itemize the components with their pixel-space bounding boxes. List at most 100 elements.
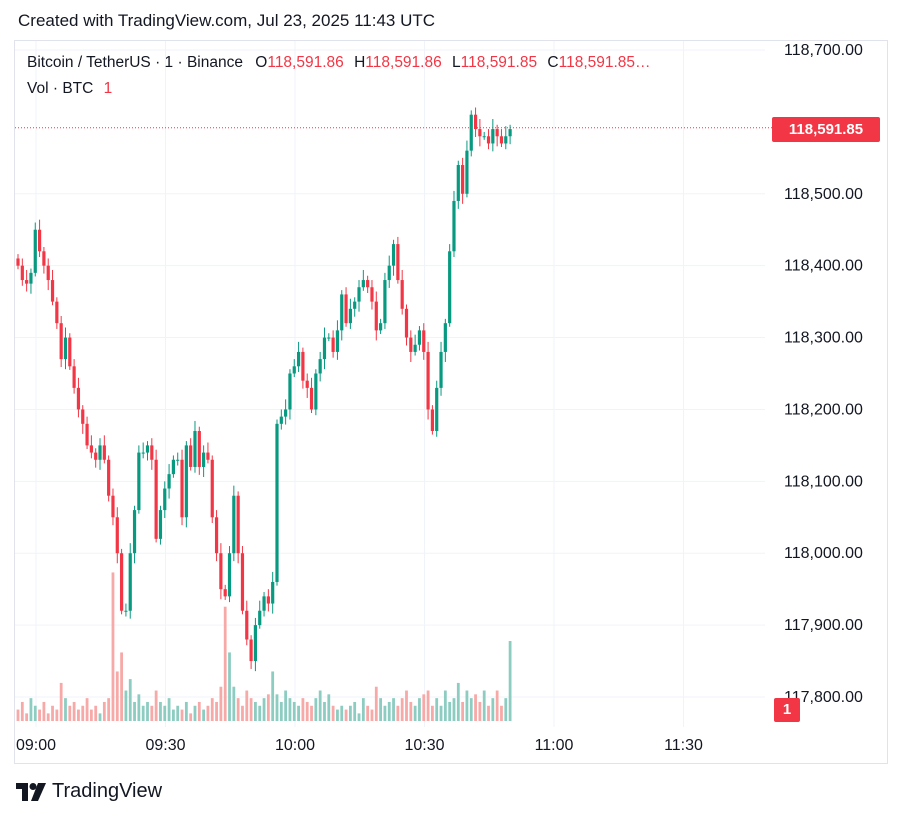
last-volume-tag: 1 bbox=[774, 698, 800, 722]
candle-body bbox=[210, 459, 214, 518]
volume-bar bbox=[336, 709, 339, 721]
candle-body bbox=[240, 553, 245, 611]
price-tick-label: 118,300.00 bbox=[784, 330, 863, 347]
time-tick-label: 11:30 bbox=[664, 737, 703, 754]
time-tick-label: 11:00 bbox=[535, 737, 574, 754]
time-tick-label: 09:00 bbox=[16, 737, 56, 754]
close-value: 118,591.85… bbox=[558, 54, 651, 71]
candle-body bbox=[508, 129, 512, 137]
volume-bar bbox=[210, 698, 214, 721]
candle-body bbox=[331, 337, 335, 352]
candle-body bbox=[141, 452, 145, 454]
candle-body bbox=[249, 639, 253, 662]
time-tick-label: 09:30 bbox=[145, 737, 185, 754]
candle-body bbox=[227, 553, 232, 597]
candles bbox=[16, 107, 512, 672]
last-price-tag: 118,591.85 bbox=[772, 117, 880, 142]
candle-body bbox=[383, 280, 387, 324]
candle-body bbox=[176, 459, 180, 461]
volume-bar bbox=[279, 701, 283, 721]
volume-bar bbox=[271, 671, 275, 721]
candle-body bbox=[435, 387, 439, 432]
volume-bar bbox=[366, 705, 370, 721]
candle-body bbox=[193, 431, 197, 467]
low-value: 118,591.85 bbox=[460, 54, 538, 71]
candle-body bbox=[50, 280, 55, 302]
volume-bar bbox=[292, 701, 296, 721]
candle-body bbox=[206, 452, 210, 460]
candle-body bbox=[318, 359, 322, 374]
time-tick-label: 10:00 bbox=[275, 737, 315, 754]
volume-bar bbox=[491, 698, 495, 721]
candle-body bbox=[63, 337, 68, 360]
volume-bar bbox=[392, 698, 395, 721]
candle-body bbox=[219, 553, 223, 590]
high-label: H bbox=[354, 54, 366, 71]
volume-bar bbox=[435, 698, 439, 721]
candle-body bbox=[288, 373, 292, 410]
volume-bar bbox=[374, 686, 378, 721]
candle-body bbox=[59, 323, 63, 360]
candle-body bbox=[202, 452, 206, 467]
volume-bar bbox=[167, 698, 171, 721]
volume-bar bbox=[72, 701, 76, 721]
open-label: O bbox=[255, 54, 268, 71]
volume-bar bbox=[405, 690, 408, 721]
candle-body bbox=[417, 330, 422, 345]
legend-volume: Vol · BTC 1 bbox=[27, 80, 112, 98]
candle-body bbox=[314, 373, 318, 410]
volume-bar bbox=[124, 690, 128, 721]
volume-bar bbox=[59, 682, 63, 721]
volume-bar bbox=[193, 705, 197, 721]
volume-bar bbox=[38, 709, 41, 721]
candle-body bbox=[499, 136, 504, 144]
candle-body bbox=[55, 301, 59, 324]
volume-bar bbox=[461, 701, 465, 721]
volume-bar bbox=[189, 713, 193, 721]
volume-bar bbox=[202, 709, 206, 721]
candle-body bbox=[443, 323, 447, 352]
candle-body bbox=[29, 272, 33, 284]
candle-body bbox=[124, 610, 128, 612]
candle-body bbox=[409, 337, 413, 352]
candle-body bbox=[478, 129, 482, 137]
volume-bar bbox=[310, 705, 313, 721]
candle-body bbox=[271, 581, 275, 604]
candle-body bbox=[145, 445, 150, 453]
price-tick-label: 118,000.00 bbox=[784, 545, 863, 562]
volume-bar bbox=[383, 705, 387, 721]
volume-bar bbox=[163, 705, 167, 721]
price-tick-label: 118,700.00 bbox=[784, 42, 863, 59]
candle-body bbox=[167, 474, 171, 489]
candle-body bbox=[374, 301, 378, 331]
legend-symbol[interactable]: Bitcoin / TetherUS · 1 · Binance bbox=[27, 54, 243, 71]
volume-bar bbox=[68, 705, 72, 721]
candle-body bbox=[301, 351, 305, 381]
volume-label[interactable]: Vol · BTC bbox=[27, 80, 94, 97]
candle-body bbox=[158, 510, 163, 539]
volume-bar bbox=[154, 690, 158, 721]
volume-bar bbox=[487, 705, 490, 721]
volume-bar bbox=[150, 705, 154, 721]
candle-body bbox=[184, 445, 188, 518]
volume-bar bbox=[508, 641, 512, 721]
volume-bar bbox=[176, 705, 180, 721]
volume-bar bbox=[474, 694, 477, 721]
candle-body bbox=[322, 337, 327, 360]
volume-bar bbox=[443, 690, 447, 721]
candle-body bbox=[25, 280, 29, 284]
candle-body bbox=[284, 409, 288, 417]
tradingview-logo[interactable]: TradingView bbox=[16, 780, 162, 803]
volume-bar bbox=[495, 690, 499, 721]
volume-bar bbox=[159, 701, 162, 721]
candle-body bbox=[327, 337, 331, 339]
candle-body bbox=[223, 589, 227, 597]
candle-body bbox=[340, 294, 344, 331]
volume-bar bbox=[141, 705, 145, 721]
candle-body bbox=[452, 200, 456, 252]
candle-body bbox=[115, 517, 119, 554]
volume-bar bbox=[137, 694, 141, 721]
candle-body bbox=[400, 280, 404, 309]
candle-body bbox=[68, 337, 72, 367]
